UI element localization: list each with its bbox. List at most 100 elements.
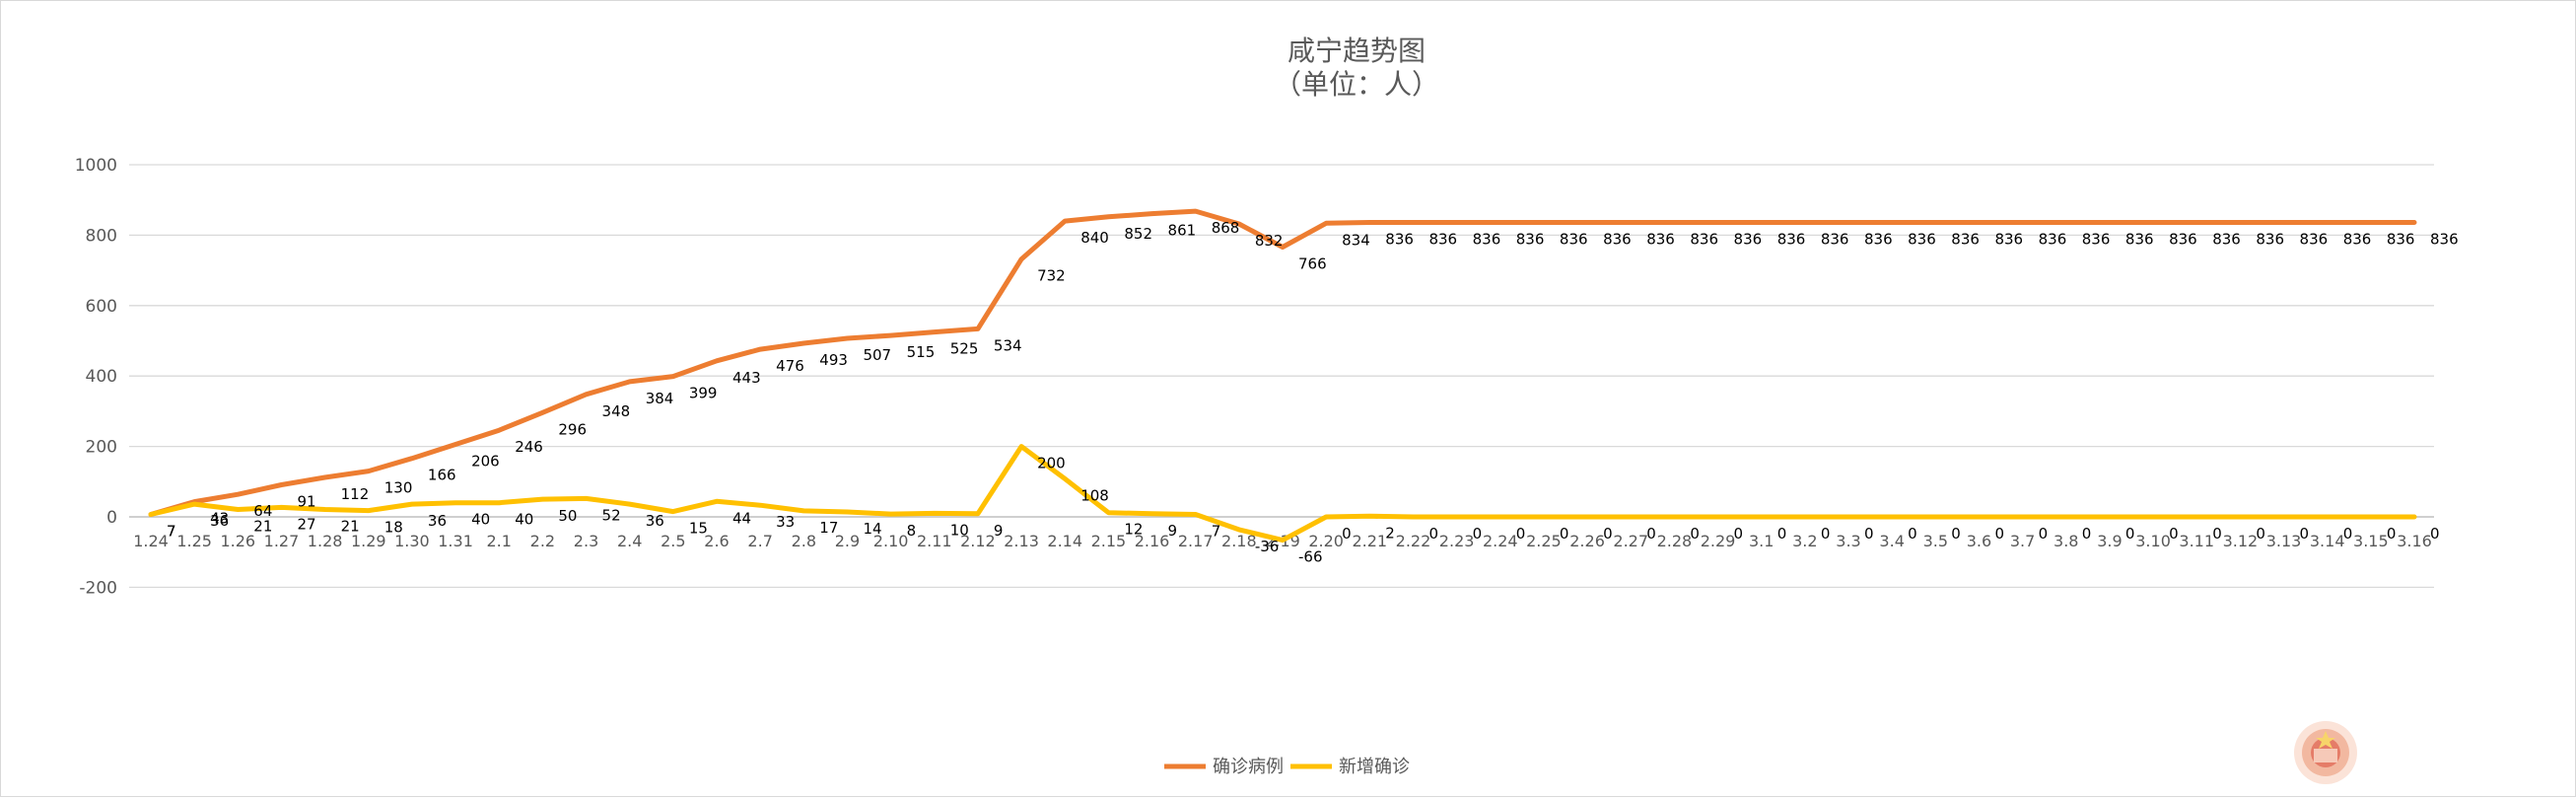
data-label: 7: [1212, 523, 1221, 541]
x-tick-label: 3.7: [2010, 532, 2035, 550]
x-tick-label: 2.25: [1526, 532, 1562, 550]
data-label: 0: [1473, 525, 1483, 543]
data-label: 12: [1124, 521, 1143, 539]
x-tick-label: 2.12: [960, 532, 996, 550]
data-label: 296: [558, 420, 587, 438]
data-label: 836: [1908, 231, 1936, 249]
data-label: 0: [2387, 525, 2397, 543]
data-label: 836: [2387, 231, 2415, 249]
x-tick-label: 2.2: [530, 532, 555, 550]
x-tick-label: 2.26: [1569, 532, 1605, 550]
data-label: 836: [1385, 231, 1414, 249]
x-tick-label: 3.11: [2179, 532, 2214, 550]
data-label: 8: [907, 522, 917, 540]
legend-label-new: 新增确诊: [1339, 757, 1410, 777]
data-label: 166: [428, 467, 456, 484]
data-label: 836: [2169, 231, 2197, 249]
data-label: 766: [1298, 255, 1327, 273]
data-label: 0: [1821, 525, 1831, 543]
x-tick-label: 1.25: [176, 532, 212, 550]
data-label: 836: [1428, 231, 1457, 249]
legend: 确诊病例 新增确诊: [1164, 757, 1410, 777]
x-tick-label: 3.3: [1836, 532, 1860, 550]
x-tick-label: 2.9: [835, 532, 860, 550]
data-label: 525: [950, 340, 979, 358]
data-label: 0: [1560, 525, 1569, 543]
data-label: 9: [1168, 522, 1178, 540]
data-label: 0: [1777, 525, 1787, 543]
x-tick-label: 1.27: [264, 532, 300, 550]
x-tick-label: 2.1: [487, 532, 512, 550]
data-label: 836: [1951, 231, 1980, 249]
x-tick-label: 2.17: [1178, 532, 1214, 550]
data-label: 0: [1428, 525, 1438, 543]
x-tick-label: 2.27: [1613, 532, 1648, 550]
data-label: 0: [2125, 525, 2135, 543]
y-tick-label: 0: [106, 508, 117, 528]
x-tick-label: 3.8: [2054, 532, 2078, 550]
gridlines: [129, 164, 2434, 589]
data-label: 836: [2343, 231, 2372, 249]
data-label: 52: [602, 506, 621, 524]
data-label: 200: [1037, 455, 1066, 472]
data-label: 836: [1994, 231, 2023, 249]
y-tick-label: -200: [79, 578, 117, 598]
data-label: 33: [776, 513, 795, 531]
data-label: 836: [2212, 231, 2241, 249]
x-tick-label: 3.10: [2135, 532, 2171, 550]
data-label: 836: [2300, 231, 2329, 249]
y-tick-label: 200: [86, 438, 117, 458]
x-axis-ticks: 1.24 1.25 1.26 1.27 1.28 1.29 1.30 1.31 2.1 2.2 2.…: [133, 532, 2432, 550]
chart-title: 咸宁趋势图: [1288, 35, 1426, 67]
data-label: 836: [2082, 231, 2111, 249]
data-label: 836: [1734, 231, 1763, 249]
data-label: 50: [558, 507, 577, 525]
data-label: 348: [602, 402, 631, 420]
x-tick-label: 2.20: [1308, 532, 1344, 550]
data-label: 40: [471, 511, 490, 529]
x-tick-label: 2.16: [1135, 532, 1170, 550]
x-tick-label: 1.29: [351, 532, 386, 550]
data-label: 868: [1212, 219, 1240, 237]
x-tick-label: 3.1: [1749, 532, 1774, 550]
data-label: 130: [384, 479, 413, 497]
data-label: 0: [1646, 525, 1656, 543]
x-tick-label: 1.30: [394, 532, 430, 550]
x-tick-label: 3.6: [1967, 532, 1991, 550]
data-label: 0: [1516, 525, 1526, 543]
data-label: 2: [1385, 524, 1395, 542]
x-tick-label: 3.13: [2266, 532, 2302, 550]
x-tick-label: 2.10: [873, 532, 909, 550]
data-label: 0: [1994, 525, 2004, 543]
y-axis-ticks: -200 0 200 400 600 800 1000: [75, 156, 117, 598]
x-tick-label: 3.12: [2223, 532, 2259, 550]
x-tick-label: 3.4: [1879, 532, 1904, 550]
legend-label-confirmed: 确诊病例: [1213, 757, 1284, 777]
x-tick-label: 3.16: [2397, 532, 2432, 550]
data-label: 0: [2343, 525, 2353, 543]
data-label: 7: [167, 523, 176, 541]
data-label: 0: [1734, 525, 1744, 543]
data-label: 36: [428, 512, 447, 530]
data-label: 0: [1690, 525, 1700, 543]
data-label: 9: [994, 522, 1004, 540]
data-label: 832: [1255, 232, 1284, 250]
x-tick-label: 3.5: [1923, 532, 1948, 550]
data-label: 0: [1864, 525, 1874, 543]
data-label: 15: [689, 520, 708, 538]
data-label: 507: [863, 346, 891, 364]
x-tick-label: 3.15: [2353, 532, 2389, 550]
data-label: -36: [1255, 538, 1280, 555]
data-label: 21: [253, 518, 272, 536]
data-label: 852: [1124, 225, 1152, 243]
data-label: 36: [646, 512, 664, 530]
data-labels: 7 43 64 91 112 130 166 206 246 296 348 384 399 443 476…: [167, 219, 2459, 565]
data-label: 43: [210, 510, 229, 528]
data-label: 443: [732, 369, 761, 387]
x-tick-label: 2.8: [792, 532, 816, 550]
series-lines: [148, 208, 2417, 544]
data-label: 27: [297, 515, 315, 533]
x-tick-label: 2.3: [574, 532, 598, 550]
x-tick-label: 2.23: [1439, 532, 1475, 550]
